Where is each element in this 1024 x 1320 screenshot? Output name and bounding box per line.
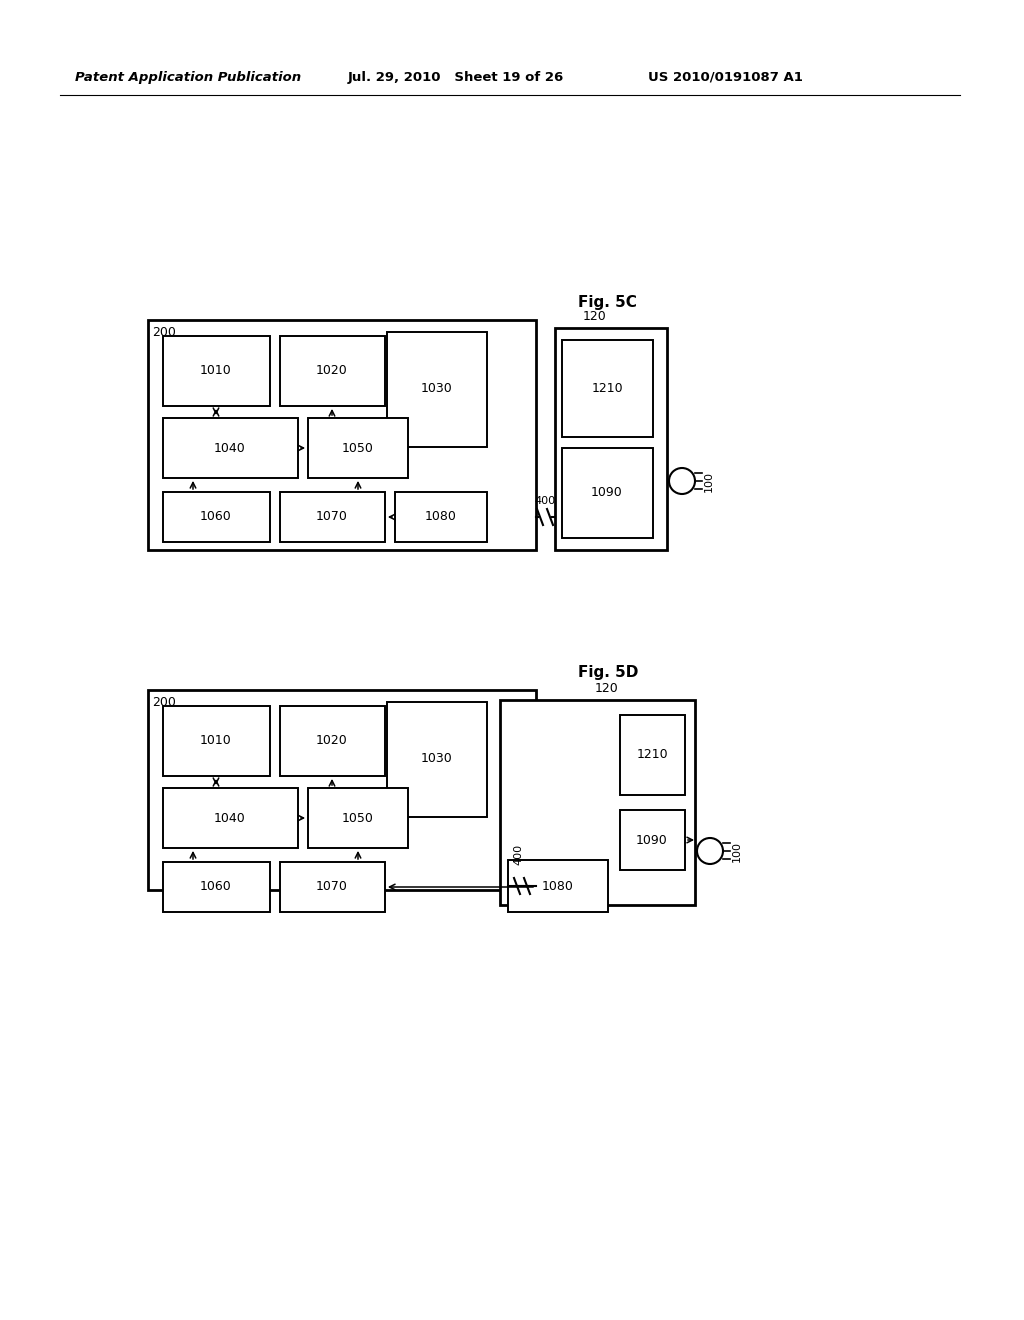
Bar (148, 690, 536, 890)
Text: 1030: 1030 (421, 383, 453, 396)
Bar (280, 862, 385, 912)
Bar (562, 341, 653, 437)
Text: 1070: 1070 (316, 511, 348, 524)
Bar (163, 418, 298, 478)
Text: 1060: 1060 (200, 880, 231, 894)
Text: 1210: 1210 (636, 748, 668, 762)
Text: 1060: 1060 (200, 511, 231, 524)
Bar (555, 327, 667, 550)
Bar (387, 333, 487, 447)
Bar (163, 788, 298, 847)
Text: 120: 120 (595, 681, 618, 694)
Bar (562, 447, 653, 539)
Bar (620, 715, 685, 795)
Text: 100: 100 (705, 470, 714, 491)
Bar (308, 788, 408, 847)
Text: 1080: 1080 (542, 879, 573, 892)
Bar (508, 861, 608, 912)
Text: 1050: 1050 (342, 441, 374, 454)
Text: 1090: 1090 (591, 487, 623, 499)
Bar (163, 337, 270, 407)
Text: Fig. 5C: Fig. 5C (578, 296, 637, 310)
Bar (280, 337, 385, 407)
Bar (387, 702, 487, 817)
Circle shape (669, 469, 695, 494)
Text: 400: 400 (535, 496, 556, 506)
Text: 1030: 1030 (421, 752, 453, 766)
Text: 1010: 1010 (200, 734, 231, 747)
Text: 1210: 1210 (591, 381, 623, 395)
Bar (148, 319, 536, 550)
Bar (280, 706, 385, 776)
Text: Fig. 5D: Fig. 5D (578, 665, 638, 681)
Bar (163, 706, 270, 776)
Text: 1080: 1080 (425, 511, 457, 524)
Bar (395, 492, 487, 543)
Text: 100: 100 (732, 841, 742, 862)
Bar (308, 418, 408, 478)
Text: 1040: 1040 (214, 441, 246, 454)
Bar (163, 862, 270, 912)
Text: Jul. 29, 2010   Sheet 19 of 26: Jul. 29, 2010 Sheet 19 of 26 (348, 70, 564, 83)
Text: 1070: 1070 (316, 880, 348, 894)
Text: 200: 200 (152, 696, 176, 709)
Text: 1020: 1020 (316, 364, 348, 378)
Text: Patent Application Publication: Patent Application Publication (75, 70, 301, 83)
Text: US 2010/0191087 A1: US 2010/0191087 A1 (648, 70, 803, 83)
Text: 1090: 1090 (636, 833, 668, 846)
Bar (500, 700, 695, 906)
Bar (620, 810, 685, 870)
Text: 1050: 1050 (342, 812, 374, 825)
Text: 1010: 1010 (200, 364, 231, 378)
Text: 1020: 1020 (316, 734, 348, 747)
Text: 1040: 1040 (214, 812, 246, 825)
Text: 400: 400 (513, 843, 523, 865)
Text: 200: 200 (152, 326, 176, 338)
Bar (163, 492, 270, 543)
Bar (280, 492, 385, 543)
Text: 120: 120 (583, 309, 607, 322)
Circle shape (697, 838, 723, 865)
